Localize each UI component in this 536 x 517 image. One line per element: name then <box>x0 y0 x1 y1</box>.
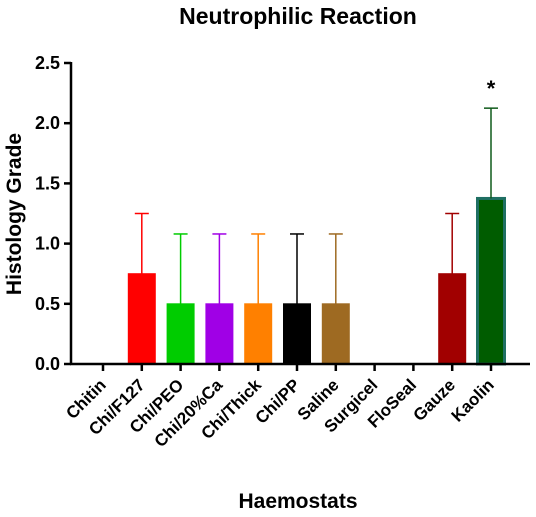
x-tick-label: Gauze <box>410 375 460 425</box>
y-tick-label: 1.0 <box>35 234 60 254</box>
plot-area: 0.00.51.01.52.02.5ChitinChi/F127Chi/PEOC… <box>35 53 530 451</box>
bar-kaolin <box>476 196 506 366</box>
bar-saline <box>321 303 350 365</box>
bar-chi-f127 <box>127 273 156 365</box>
y-tick-label: 2.5 <box>35 53 60 73</box>
significance-annotation: * <box>487 76 496 101</box>
bar-chi-thick <box>244 303 273 365</box>
x-tick-label: Kaolin <box>448 375 498 425</box>
y-tick-label: 1.5 <box>35 173 60 193</box>
x-axis-label: Haemostats <box>238 490 357 513</box>
y-tick-label: 0.0 <box>35 354 60 374</box>
chart-title: Neutrophilic Reaction <box>179 3 417 29</box>
x-tick-label: Chi/PP <box>252 375 304 427</box>
y-tick-label: 0.5 <box>35 294 60 314</box>
y-tick-label: 2.0 <box>35 113 60 133</box>
bar-gauze <box>438 273 467 365</box>
bar-chi-peo <box>166 303 195 365</box>
bar-chi-pp <box>283 303 311 365</box>
y-axis-label: Histology Grade <box>3 133 26 295</box>
bar-chi-20-ca <box>205 303 234 365</box>
